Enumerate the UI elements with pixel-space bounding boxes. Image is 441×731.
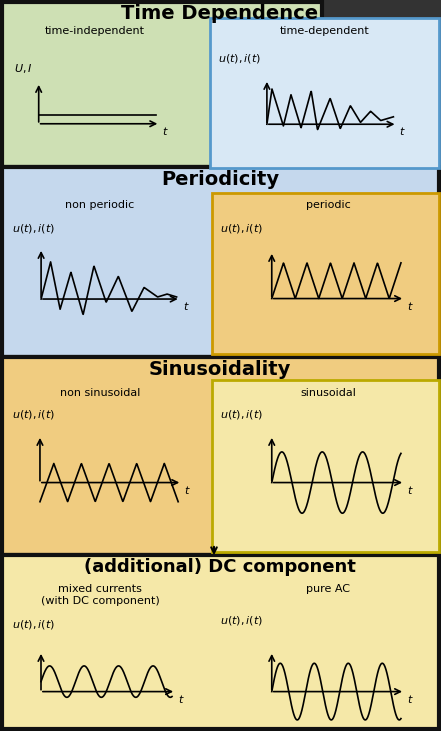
Text: Time Dependence: Time Dependence	[121, 4, 318, 23]
Text: non periodic: non periodic	[65, 200, 135, 210]
Text: $u(t), i(t)$: $u(t), i(t)$	[12, 618, 55, 631]
Text: time-independent: time-independent	[45, 26, 145, 36]
Text: $u(t), i(t)$: $u(t), i(t)$	[12, 408, 55, 421]
Text: $t$: $t$	[407, 484, 414, 496]
Bar	[2, 167, 439, 357]
Text: $u(t), i(t)$: $u(t), i(t)$	[220, 614, 263, 627]
Text: sinusoidal: sinusoidal	[300, 388, 356, 398]
Text: $t$: $t$	[407, 692, 414, 705]
Text: Sinusoidality: Sinusoidality	[149, 360, 291, 379]
Text: $u(t), i(t)$: $u(t), i(t)$	[220, 222, 263, 235]
Text: periodic: periodic	[306, 200, 351, 210]
Text: $u(t), i(t)$: $u(t), i(t)$	[12, 222, 55, 235]
Text: $t$: $t$	[178, 692, 185, 705]
Bar	[212, 193, 439, 354]
Text: Periodicity: Periodicity	[161, 170, 279, 189]
Bar	[2, 357, 439, 555]
Text: $t$: $t$	[407, 300, 414, 311]
Bar	[212, 380, 439, 552]
Text: $t$: $t$	[183, 300, 189, 312]
Text: $t$: $t$	[162, 125, 169, 137]
Text: $U, I$: $U, I$	[14, 62, 33, 75]
Bar	[210, 18, 439, 168]
Bar	[2, 2, 322, 167]
Text: (additional) DC component: (additional) DC component	[84, 558, 356, 576]
Text: mixed currents
(with DC component): mixed currents (with DC component)	[41, 584, 159, 605]
Text: $u(t), i(t)$: $u(t), i(t)$	[220, 408, 263, 421]
Text: pure AC: pure AC	[306, 584, 350, 594]
Text: $t$: $t$	[184, 484, 191, 496]
Text: $t$: $t$	[400, 125, 406, 137]
Text: $u(t), i(t)$: $u(t), i(t)$	[218, 52, 261, 65]
Text: time-dependent: time-dependent	[280, 26, 370, 36]
Text: non sinusoidal: non sinusoidal	[60, 388, 140, 398]
Bar	[2, 555, 439, 729]
